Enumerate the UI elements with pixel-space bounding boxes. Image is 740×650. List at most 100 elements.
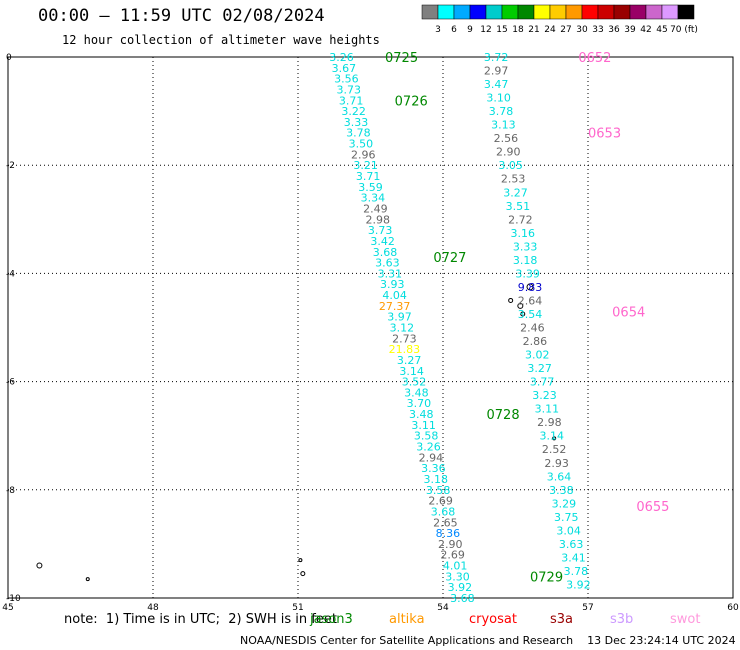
swh-value-track-b: 3.27: [503, 186, 528, 199]
swh-value-track-b: 3.78: [489, 105, 514, 118]
colorbar-label: 36: [608, 25, 620, 35]
colorbar-legend: 3 6 9 12 15 18 21 24 27 30 33 36 39 42 45 70 (ft): [421, 4, 698, 35]
swh-value-track-b: 3.63: [559, 538, 584, 551]
swh-value-track-b: 2.98: [537, 416, 562, 429]
pass-time-label: 0655: [636, 500, 669, 515]
swh-value-track-a: 3.78: [346, 127, 371, 140]
x-tick-label: 57: [582, 603, 593, 613]
swh-value-track-a: 3.70: [407, 397, 432, 410]
swh-value-track-b: 3.10: [486, 92, 511, 105]
swh-value-track-b: 2.46: [520, 322, 545, 335]
colorbar-label: 9: [467, 25, 473, 35]
page-subtitle: 12 hour collection of altimeter wave hei…: [62, 33, 380, 47]
pass-time-label: 0726: [395, 94, 428, 109]
swh-value-track-b: 3.02: [525, 349, 550, 362]
note-row: note: 1) Time is in UTC; 2) SWH is in fe…: [64, 612, 700, 642]
swh-value-track-a: 4.01: [443, 560, 468, 573]
satellite-legend-s3b: s3b: [610, 612, 634, 627]
map-frame: [7, 56, 734, 599]
swh-value-track-b: 3.04: [556, 524, 581, 537]
island-outline: [85, 577, 90, 582]
satellite-legend-altika: altika: [389, 612, 425, 627]
colorbar-label: 15: [496, 25, 507, 35]
island-outline: [508, 297, 514, 303]
y-tick-label: -10: [6, 594, 21, 604]
swh-value-track-a: 3.48: [409, 408, 434, 421]
swh-value-track-b: 2.52: [542, 443, 567, 456]
x-tick-label: 45: [2, 603, 13, 613]
swh-value-track-b: 3.78: [564, 565, 589, 578]
swh-value-track-b: 2.93: [544, 457, 569, 470]
y-tick-label: -4: [6, 269, 15, 279]
pass-time-label: 0652: [578, 51, 611, 66]
swh-value-track-b: 2.53: [501, 173, 526, 186]
colorbar-label: 30: [576, 25, 588, 35]
swh-value-track-b: 2.86: [523, 335, 548, 348]
swh-value-track-a: 3.48: [404, 386, 429, 399]
swh-value-track-a: 3.73: [337, 83, 362, 96]
swh-value-track-b: 3.47: [484, 78, 509, 91]
swh-value-track-a: 2.73: [392, 332, 417, 345]
swh-value-track-a: 2.96: [351, 148, 376, 161]
swh-value-track-a: 3.68: [373, 246, 398, 259]
swh-value-track-a: 3.26: [329, 51, 354, 64]
swh-value-track-a: 3.93: [380, 278, 405, 291]
swh-value-track-a: 3.63: [375, 257, 400, 270]
y-tick-label: -8: [6, 486, 15, 496]
swh-value-track-a: 2.65: [433, 516, 458, 529]
page-title: 00:00 – 11:59 UTC 02/08/2024: [38, 6, 325, 26]
swh-value-track-a: 3.50: [349, 138, 374, 151]
colorbar-label: 6: [451, 25, 457, 35]
swh-value-track-a: 3.34: [361, 192, 386, 205]
credit-line: NOAA/NESDIS Center for Satellite Applica…: [240, 634, 736, 647]
swh-value-track-a: 2.98: [366, 213, 391, 226]
swh-value-track-b: 3.13: [491, 119, 516, 132]
swh-value-track-a: 3.97: [387, 311, 412, 324]
swh-value-track-a: 3.56: [334, 73, 359, 86]
swh-value-track-a: 2.90: [438, 538, 463, 551]
island-outline: [526, 283, 534, 291]
island-outline: [36, 562, 43, 569]
swh-value-track-a: 3.30: [445, 570, 470, 583]
swh-value-track-b: 2.90: [496, 146, 521, 159]
swh-value-track-a: 3.52: [402, 376, 427, 389]
swh-value-track-a: 4.04: [382, 289, 407, 302]
pass-time-label: 0727: [433, 251, 466, 266]
pass-time-label: 0728: [487, 408, 520, 423]
colorbar-label: 33: [592, 25, 603, 35]
island-outline: [298, 558, 303, 563]
swh-value-track-a: 3.26: [416, 441, 441, 454]
swh-value-track-a: 3.36: [421, 462, 446, 475]
colorbar-label: 21: [528, 25, 539, 35]
swh-value-track-a: 2.69: [440, 549, 465, 562]
x-tick-label: 48: [147, 603, 159, 613]
swh-value-track-a: 21.83: [389, 343, 421, 356]
satellite-legend-s3a: s3a: [550, 612, 574, 627]
satellite-legend-swot: swot: [670, 612, 701, 627]
colorbar-label: 3: [435, 25, 441, 35]
swh-value-track-b: 3.23: [532, 389, 557, 402]
swh-value-track-a: 27.37: [379, 300, 411, 313]
y-tick-label: -2: [6, 161, 15, 171]
swh-value-track-a: 3.31: [378, 267, 403, 280]
swh-value-track-a: 2.69: [428, 495, 453, 508]
swh-value-track-a: 2.94: [419, 451, 444, 464]
swh-value-track-b: 3.14: [540, 430, 565, 443]
colorbar-swatch: [677, 4, 695, 20]
pass-time-label: 0729: [530, 570, 563, 585]
colorbar-label: 39: [624, 25, 636, 35]
colorbar-label: 24: [544, 25, 556, 35]
swh-value-track-b: 3.54: [518, 308, 543, 321]
swh-value-track-a: 3.71: [339, 94, 364, 107]
island-outline: [520, 311, 526, 317]
swh-value-track-b: 9.83: [518, 281, 543, 294]
y-tick-label: -6: [6, 378, 15, 388]
colorbar-label: 27: [560, 25, 571, 35]
x-tick-label: 51: [292, 603, 303, 613]
swh-value-track-b: 3.41: [561, 551, 586, 564]
note-text: note: 1) Time is in UTC; 2) SWH is in fe…: [64, 612, 337, 627]
swh-value-track-b: 3.27: [527, 362, 552, 375]
swh-value-track-a: 3.68: [431, 505, 456, 518]
pass-time-label: 0725: [385, 51, 418, 66]
